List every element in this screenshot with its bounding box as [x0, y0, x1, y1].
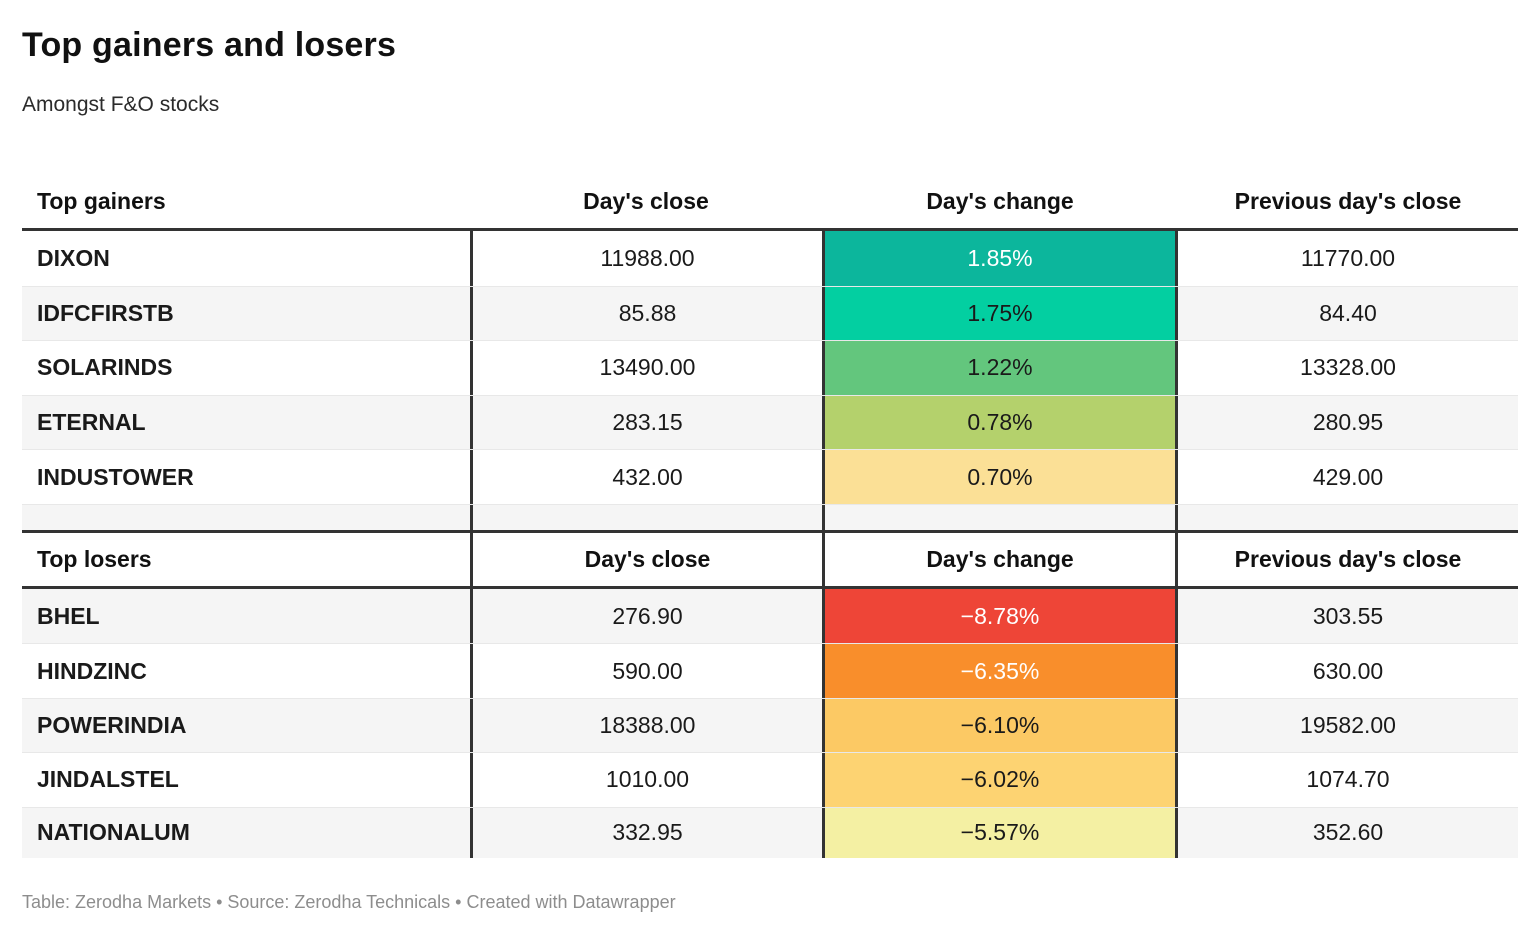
prev-close-value: 429.00: [1312, 463, 1384, 490]
days-change-cell: −8.78%: [822, 588, 1178, 644]
days-change-cell: 0.78%: [822, 395, 1178, 450]
prev-close-value: 303.55: [1312, 602, 1384, 629]
stock-name: DIXON: [37, 244, 110, 271]
days-change-cell: 1.75%: [822, 286, 1178, 341]
stock-name: INDUSTOWER: [37, 463, 194, 490]
gainers-header-row: Top gainers Day's close Day's change Pre…: [22, 174, 1518, 231]
stock-name: POWERINDIA: [37, 711, 187, 738]
table-row: SOLARINDS 13490.00 1.22% 13328.00: [22, 340, 1518, 395]
days-change-cell: 1.85%: [822, 231, 1178, 286]
stock-name: SOLARINDS: [37, 354, 173, 381]
prev-close-value: 11770.00: [1300, 244, 1396, 271]
days-close-value: 332.95: [470, 807, 822, 858]
gainers-losers-table: Top gainers Day's close Day's change Pre…: [22, 174, 1518, 858]
gainers-header-label: Top gainers: [37, 187, 166, 214]
gainers-header-close: Day's close: [583, 187, 709, 214]
table-spacer-row: [22, 503, 1518, 533]
days-change-cell: −6.10%: [822, 698, 1178, 753]
prev-close-value: 630.00: [1312, 657, 1384, 684]
table-row: INDUSTOWER 432.00 0.70% 429.00: [22, 449, 1518, 504]
days-close-value: 283.15: [470, 395, 822, 450]
attribution-footer: Table: Zerodha Markets • Source: Zerodha…: [22, 891, 676, 912]
prev-close-value: 352.60: [1312, 819, 1384, 846]
days-close-value: 85.88: [470, 286, 822, 341]
losers-header-prev: Previous day's close: [1234, 545, 1462, 572]
spacer-cell: [1178, 505, 1518, 530]
stock-name: NATIONALUM: [37, 819, 190, 846]
days-close-value: 432.00: [470, 450, 822, 504]
table-row: NATIONALUM 332.95 −5.57% 352.60: [22, 806, 1518, 858]
stock-name: IDFCFIRSTB: [37, 299, 174, 326]
days-close-value: 276.90: [470, 588, 822, 644]
table-row: HINDZINC 590.00 −6.35% 630.00: [22, 643, 1518, 698]
losers-header-change: Day's change: [822, 532, 1178, 586]
losers-header-close: Day's close: [470, 532, 822, 586]
table-row: POWERINDIA 18388.00 −6.10% 19582.00: [22, 697, 1518, 753]
prev-close-value: 280.95: [1312, 409, 1384, 436]
stock-name: HINDZINC: [37, 657, 147, 684]
table-row: ETERNAL 283.15 0.78% 280.95: [22, 394, 1518, 450]
spacer-cell: [22, 505, 470, 530]
days-close-value: 590.00: [470, 644, 822, 698]
days-change-cell: −6.35%: [822, 644, 1178, 698]
days-close-value: 1010.00: [470, 753, 822, 807]
gainers-header-prev: Previous day's close: [1234, 187, 1462, 214]
prev-close-value: 1074.70: [1306, 766, 1390, 793]
table-row: JINDALSTEL 1010.00 −6.02% 1074.70: [22, 752, 1518, 807]
gainers-header-change: Day's change: [926, 187, 1074, 214]
table-row: DIXON 11988.00 1.85% 11770.00: [22, 231, 1518, 286]
prev-close-value: 13328.00: [1300, 354, 1396, 381]
spacer-cell: [822, 504, 1178, 530]
table-row: IDFCFIRSTB 85.88 1.75% 84.40: [22, 285, 1518, 341]
days-change-cell: −6.02%: [822, 753, 1178, 807]
days-change-cell: −5.57%: [822, 807, 1178, 858]
days-close-value: 13490.00: [470, 341, 822, 395]
chart-container: Top gainers and losers Amongst F&O stock…: [22, 26, 1518, 858]
page-title: Top gainers and losers: [22, 26, 397, 64]
stock-name: JINDALSTEL: [37, 766, 179, 793]
days-change-cell: 1.22%: [822, 341, 1178, 395]
days-close-value: 18388.00: [470, 698, 822, 753]
days-change-cell: 0.70%: [822, 450, 1178, 504]
table-row: BHEL 276.90 −8.78% 303.55: [22, 588, 1518, 644]
page-subtitle: Amongst F&O stocks: [22, 93, 220, 116]
days-close-value: 11988.00: [470, 231, 822, 286]
stock-name: ETERNAL: [37, 409, 146, 436]
spacer-cell: [470, 504, 822, 530]
losers-header-label: Top losers: [37, 545, 152, 572]
prev-close-value: 19582.00: [1300, 711, 1396, 738]
stock-name: BHEL: [37, 602, 100, 629]
losers-header-row: Top losers Day's close Day's change Prev…: [22, 532, 1518, 589]
prev-close-value: 84.40: [1319, 299, 1377, 326]
